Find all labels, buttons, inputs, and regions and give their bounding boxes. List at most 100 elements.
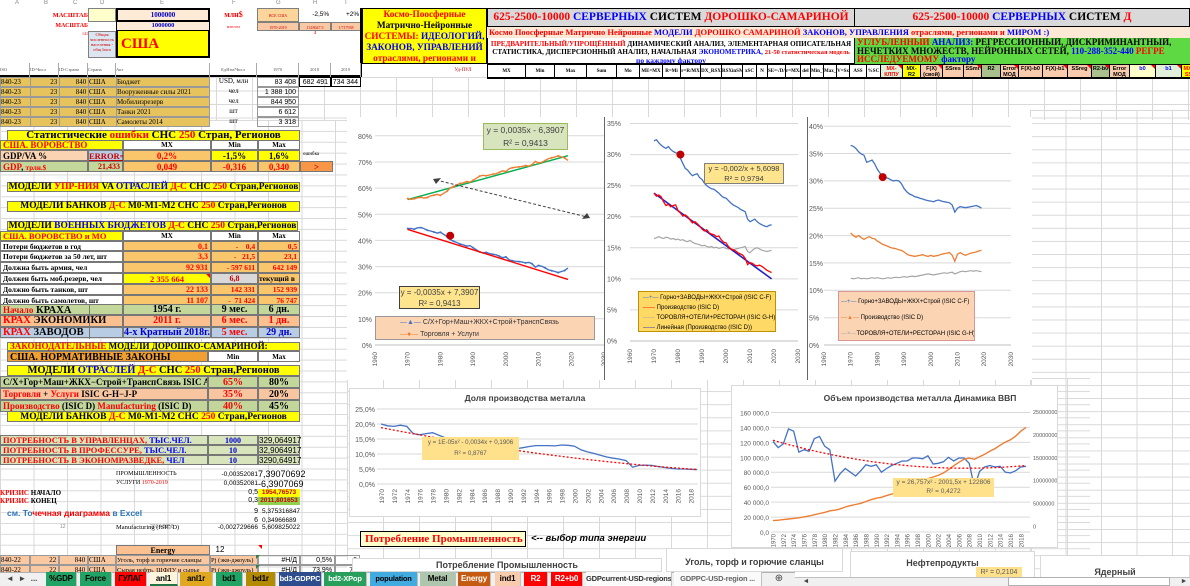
svg-text:30%: 30% [607, 152, 621, 159]
svg-text:2030: 2030 [601, 352, 605, 367]
svg-text:0%: 0% [809, 343, 819, 350]
svg-text:1960: 1960 [821, 352, 828, 367]
svg-text:1974: 1974 [405, 489, 412, 504]
svg-text:60%: 60% [358, 186, 372, 193]
svg-text:20%: 20% [358, 291, 372, 298]
svg-text:1970: 1970 [848, 352, 855, 367]
svg-text:120 000,0: 120 000,0 [740, 440, 769, 447]
svg-text:1988: 1988 [864, 533, 870, 547]
svg-text:2018: 2018 [689, 489, 696, 504]
svg-text:1970: 1970 [379, 489, 386, 504]
svg-text:1990: 1990 [508, 489, 515, 504]
svg-text:20%: 20% [809, 233, 823, 240]
svg-text:1974: 1974 [792, 533, 798, 547]
svg-text:0,0%: 0,0% [359, 482, 375, 489]
svg-text:30%: 30% [809, 179, 823, 186]
svg-text:2004: 2004 [598, 489, 605, 504]
svg-text:40%: 40% [358, 238, 372, 245]
svg-text:35%: 35% [809, 151, 823, 158]
svg-text:10000000: 10000000 [1033, 479, 1057, 485]
svg-text:2008: 2008 [968, 533, 974, 547]
svg-text:2000: 2000 [926, 533, 932, 547]
svg-text:1978: 1978 [813, 533, 819, 547]
svg-text:100 000,0: 100 000,0 [740, 455, 769, 462]
svg-text:2010: 2010 [955, 352, 962, 367]
svg-text:2010: 2010 [978, 533, 984, 547]
svg-text:0: 0 [1033, 525, 1036, 531]
svg-text:2012: 2012 [988, 533, 994, 547]
svg-text:10%: 10% [358, 317, 372, 324]
svg-text:0%: 0% [607, 338, 617, 345]
svg-text:2008: 2008 [624, 489, 631, 504]
svg-text:1972: 1972 [782, 533, 788, 547]
svg-text:1990: 1990 [875, 533, 881, 547]
svg-text:2010: 2010 [536, 352, 543, 367]
svg-text:15%: 15% [809, 261, 823, 268]
svg-text:1990: 1990 [470, 352, 477, 367]
svg-text:30%: 30% [358, 265, 372, 272]
svg-text:40 000,0: 40 000,0 [744, 500, 770, 507]
svg-text:140 000,0: 140 000,0 [740, 425, 769, 432]
svg-text:25%: 25% [809, 206, 823, 213]
svg-text:1980: 1980 [444, 489, 451, 504]
svg-text:1976: 1976 [418, 489, 425, 504]
svg-text:1996: 1996 [547, 489, 554, 504]
svg-text:2000: 2000 [503, 352, 510, 367]
svg-text:25,0%: 25,0% [355, 407, 375, 414]
svg-text:20000000: 20000000 [1033, 433, 1057, 439]
svg-text:1994: 1994 [534, 489, 541, 504]
svg-text:80%: 80% [358, 134, 372, 141]
svg-text:5%: 5% [809, 315, 819, 322]
svg-text:1960: 1960 [627, 349, 634, 364]
svg-text:35%: 35% [607, 121, 621, 128]
svg-text:2010: 2010 [637, 489, 644, 504]
svg-text:15000000: 15000000 [1033, 456, 1057, 462]
svg-text:1976: 1976 [802, 533, 808, 547]
svg-text:1986: 1986 [854, 533, 860, 547]
svg-text:2000: 2000 [928, 352, 935, 367]
svg-text:2012: 2012 [650, 489, 657, 504]
svg-text:80 000,0: 80 000,0 [744, 470, 770, 477]
svg-text:1970: 1970 [405, 352, 412, 367]
svg-text:20%: 20% [607, 214, 621, 221]
svg-text:5%: 5% [607, 307, 617, 314]
svg-text:2000: 2000 [723, 349, 730, 364]
svg-text:2002: 2002 [585, 489, 592, 504]
svg-text:40%: 40% [809, 124, 823, 131]
svg-text:2002: 2002 [937, 533, 943, 547]
svg-text:1982: 1982 [833, 533, 839, 547]
svg-text:15%: 15% [607, 245, 621, 252]
svg-text:25%: 25% [607, 183, 621, 190]
svg-text:2018: 2018 [1019, 533, 1025, 547]
svg-text:5,0%: 5,0% [359, 467, 375, 474]
svg-text:160 000,0: 160 000,0 [740, 410, 769, 417]
svg-text:1986: 1986 [482, 489, 489, 504]
svg-text:1994: 1994 [895, 533, 901, 547]
svg-text:1980: 1980 [823, 533, 829, 547]
svg-text:2014: 2014 [663, 489, 670, 504]
svg-text:1988: 1988 [495, 489, 502, 504]
svg-text:25000000: 25000000 [1033, 410, 1057, 416]
svg-text:1980: 1980 [437, 352, 444, 367]
svg-text:2004: 2004 [947, 533, 953, 547]
svg-text:1992: 1992 [885, 533, 891, 547]
svg-text:1982: 1982 [456, 489, 463, 504]
svg-text:1984: 1984 [844, 533, 850, 547]
svg-text:10%: 10% [607, 276, 621, 283]
svg-text:2016: 2016 [676, 489, 683, 504]
svg-text:15,0%: 15,0% [355, 437, 375, 444]
svg-text:2006: 2006 [611, 489, 618, 504]
svg-text:60 000,0: 60 000,0 [744, 485, 770, 492]
svg-text:70%: 70% [358, 160, 372, 167]
svg-text:10%: 10% [809, 288, 823, 295]
svg-text:1984: 1984 [469, 489, 476, 504]
svg-text:1970: 1970 [651, 349, 658, 364]
svg-text:1990: 1990 [901, 352, 908, 367]
svg-text:2020: 2020 [771, 349, 778, 364]
svg-text:20,0%: 20,0% [355, 422, 375, 429]
svg-text:1998: 1998 [560, 489, 567, 504]
svg-text:1990: 1990 [699, 349, 706, 364]
svg-text:1960: 1960 [372, 352, 379, 367]
svg-text:2006: 2006 [957, 533, 963, 547]
svg-text:1996: 1996 [906, 533, 912, 547]
